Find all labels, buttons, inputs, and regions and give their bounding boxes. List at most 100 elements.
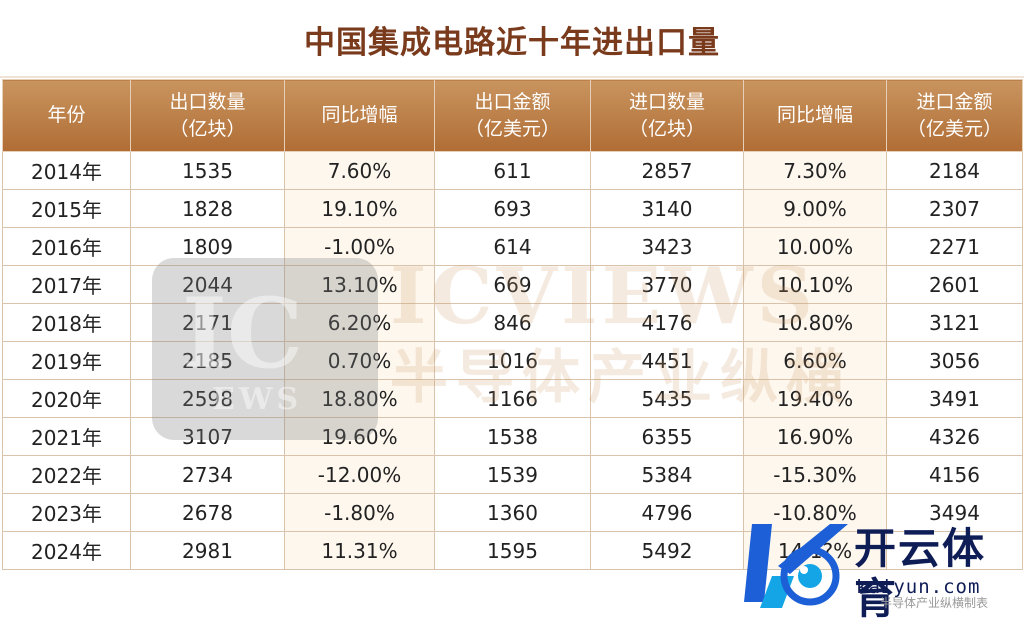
table-cell: 4176 [590, 303, 744, 342]
table-row: 2018年 2171 6.20% 846 4176 10.80% 3121 [2, 303, 1023, 342]
table-cell: 3770 [590, 265, 744, 304]
table-cell: 1809 [130, 227, 285, 266]
table-cell: 4451 [590, 341, 744, 380]
table-cell: 2020年 [2, 379, 131, 418]
table-cell: 2018年 [2, 303, 131, 342]
table-cell: 1539 [434, 455, 591, 494]
table-row: 2021年 3107 19.60% 1538 6355 16.90% 4326 [2, 417, 1023, 456]
table-cell: 1016 [434, 341, 591, 380]
watermark-ews-text: EWS [212, 382, 303, 417]
table-cell: 1166 [434, 379, 591, 418]
table-cell: 2857 [590, 151, 744, 190]
column-header: 同比增幅 [743, 79, 887, 152]
table-cell: 5384 [590, 455, 744, 494]
table-cell: -12.00% [284, 455, 435, 494]
column-header: 出口金额 （亿美元） [434, 79, 591, 152]
table-cell: 19.40% [743, 379, 887, 418]
table-cell: -10.80% [743, 493, 887, 532]
column-header: 进口金额 （亿美元） [886, 79, 1023, 152]
table-cell: 614 [434, 227, 591, 266]
table-cell: 10.10% [743, 265, 887, 304]
column-header: 同比增幅 [284, 79, 435, 152]
column-header-label: 同比增幅 [776, 104, 853, 126]
kaiyun-logo-en: kaiyun.com [856, 576, 981, 598]
table-cell: 2678 [130, 493, 285, 532]
table-cell: 1828 [130, 189, 285, 228]
table-cell: 3056 [886, 341, 1023, 380]
table-cell: 3494 [886, 493, 1023, 532]
table-cell: 13.10% [284, 265, 435, 304]
table-cell: -15.30% [743, 455, 887, 494]
table-cell: 2022年 [2, 455, 131, 494]
import-export-table: 年份 出口数量 （亿块） 同比增幅 出口金额 （亿美元） 进口数量 （亿块） 同比增幅 进口金额 （… [2, 79, 1023, 570]
column-header-label: 年份 [47, 104, 86, 126]
table-cell: 2017年 [2, 265, 131, 304]
column-header-label: 进口金额 [916, 90, 993, 113]
table-cell: 1538 [434, 417, 591, 456]
table-cell: 3491 [886, 379, 1023, 418]
icviews-watermark-badge: IC EWS [152, 258, 378, 440]
column-header-label: 进口数量 [628, 90, 705, 113]
table-cell: 6.60% [743, 341, 887, 380]
column-header-label: （亿美元） [906, 117, 1002, 140]
table-cell: 669 [434, 265, 591, 304]
table-cell: 1535 [130, 151, 285, 190]
table-cell: 19.60% [284, 417, 435, 456]
table-cell: 2601 [886, 265, 1023, 304]
table-cell: 2598 [130, 379, 285, 418]
table-cell: 5492 [590, 531, 744, 570]
table-cell: 611 [434, 151, 591, 190]
table-cell: 2184 [886, 151, 1023, 190]
table-cell: 2019年 [2, 341, 131, 380]
table-row: 2014年 1535 7.60% 611 2857 7.30% 2184 [2, 151, 1023, 190]
table-cell: 2015年 [2, 189, 131, 228]
table-row: 2019年 2185 0.70% 1016 4451 6.60% 3056 [2, 341, 1023, 380]
table-cell: 0.70% [284, 341, 435, 380]
table-cell: 2014年 [2, 151, 131, 190]
table-cell: 2981 [130, 531, 285, 570]
table-cell: 3140 [590, 189, 744, 228]
table-row: 2020年 2598 18.80% 1166 5435 19.40% 3491 [2, 379, 1023, 418]
table-cell: 9.00% [743, 189, 887, 228]
table-cell: 7.30% [743, 151, 887, 190]
table-cell: 11.31% [284, 531, 435, 570]
table-cell [886, 531, 1023, 570]
table-cell: 7.60% [284, 151, 435, 190]
table-cell: -1.80% [284, 493, 435, 532]
table-cell: 2271 [886, 227, 1023, 266]
table-cell: 2021年 [2, 417, 131, 456]
column-header-label: 同比增幅 [321, 104, 398, 126]
table-row: 2023年 2678 -1.80% 1360 4796 -10.80% 3494 [2, 493, 1023, 532]
column-header-label: （亿块） [628, 117, 705, 140]
table-cell: 2171 [130, 303, 285, 342]
table-cell: 4326 [886, 417, 1023, 456]
table-cell: 16.90% [743, 417, 887, 456]
table-cell: 2307 [886, 189, 1023, 228]
table-cell: 3121 [886, 303, 1023, 342]
table-cell: 6355 [590, 417, 744, 456]
column-header: 年份 [2, 79, 131, 152]
title-divider [0, 76, 1024, 78]
table-cell: 4156 [886, 455, 1023, 494]
column-header: 进口数量 （亿块） [590, 79, 744, 152]
table-cell: 846 [434, 303, 591, 342]
table-cell: -1.00% [284, 227, 435, 266]
watermark-cn-text: 半导体产业纵横 [390, 343, 853, 411]
table-cell: 19.10% [284, 189, 435, 228]
header-row: 年份 出口数量 （亿块） 同比增幅 出口金额 （亿美元） 进口数量 （亿块） 同比增幅 进口金额 （… [2, 79, 1023, 152]
table-cell: 2185 [130, 341, 285, 380]
table-row: 2016年 1809 -1.00% 614 3423 10.00% 2271 [2, 227, 1023, 266]
source-note: 半导体产业纵横制表 [880, 596, 989, 610]
table-cell: 3423 [590, 227, 744, 266]
table-cell: 1595 [434, 531, 591, 570]
column-header-label: 出口金额 [474, 90, 551, 113]
column-header-label: 出口数量 [169, 90, 246, 113]
column-header-label: （亿美元） [464, 117, 560, 140]
table-cell: 4796 [590, 493, 744, 532]
table-cell: 2024年 [2, 531, 131, 570]
table-cell: 3107 [130, 417, 285, 456]
column-header-label: （亿块） [169, 117, 246, 140]
table-cell: 2016年 [2, 227, 131, 266]
watermark-ic-text: IC [182, 277, 304, 390]
